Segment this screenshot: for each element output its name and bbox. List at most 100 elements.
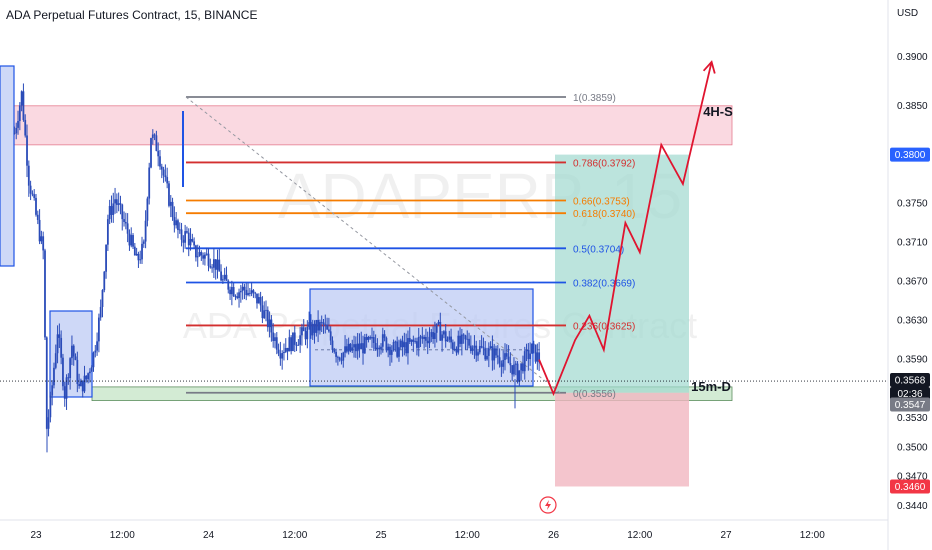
candle-body: [250, 290, 253, 294]
candle: [310, 314, 312, 339]
candle-body: [252, 290, 255, 293]
candle: [227, 279, 230, 294]
candle-body: [302, 327, 305, 332]
candle-body: [371, 337, 373, 339]
fib-label-6: 0.236(0.3625): [573, 321, 635, 332]
fib-label-7: 0(0.3556): [573, 389, 616, 400]
candle: [473, 335, 476, 359]
x-tick-4: 25: [375, 530, 387, 541]
x-tick-8: 27: [720, 530, 732, 541]
candle-body: [392, 342, 395, 350]
candle: [293, 325, 296, 353]
candle-body: [351, 347, 354, 351]
candle: [437, 319, 440, 326]
candle-body: [162, 169, 165, 176]
candle-body: [383, 334, 386, 338]
candle-body: [299, 335, 302, 345]
candle: [40, 230, 43, 245]
candle-body: [53, 367, 55, 386]
projection-path: [538, 61, 713, 397]
candle-body: [105, 244, 107, 272]
candle: [399, 338, 402, 350]
candle-body: [248, 292, 251, 294]
candle-body: [195, 245, 197, 258]
candle: [376, 338, 379, 357]
candle: [214, 259, 217, 280]
candle-body: [123, 219, 125, 222]
candle-body: [509, 363, 512, 366]
candle: [408, 327, 411, 345]
candle-body: [62, 357, 64, 387]
candle: [484, 341, 487, 361]
candle-body: [423, 336, 426, 339]
candle: [532, 340, 535, 354]
candle-body: [157, 150, 160, 157]
candle-body: [347, 343, 350, 352]
candle: [493, 343, 496, 370]
candle-body: [419, 336, 422, 338]
price-tag-gray-bg: [890, 397, 930, 412]
candle: [435, 323, 438, 343]
candle-body: [432, 332, 435, 339]
candle-body: [513, 364, 515, 375]
candle-body: [58, 334, 61, 338]
candles: [13, 83, 541, 437]
candle-body: [286, 347, 289, 352]
candle-body: [247, 292, 249, 296]
candle: [252, 289, 255, 298]
candle-body: [426, 340, 429, 344]
candle: [99, 299, 102, 321]
candle: [141, 236, 143, 264]
candle: [26, 124, 28, 178]
candle-body: [187, 232, 190, 246]
lightning-icon-bolt: [545, 500, 551, 510]
candle-body: [63, 386, 66, 399]
candle: [256, 293, 258, 309]
y-tick-0: 0.3440: [897, 501, 928, 512]
candle-body: [277, 349, 280, 354]
candle: [72, 344, 75, 366]
candle: [42, 231, 45, 260]
candle: [301, 323, 303, 346]
candle-body: [434, 332, 436, 339]
candle: [531, 343, 533, 354]
candle: [381, 327, 384, 353]
candle: [336, 355, 339, 366]
candle: [471, 345, 474, 355]
candle: [353, 335, 355, 358]
candle: [132, 233, 134, 250]
candle-body: [212, 259, 215, 268]
candle: [137, 251, 140, 268]
candle: [74, 353, 77, 361]
candle: [412, 335, 415, 352]
candle-body: [441, 334, 443, 341]
candle-body: [414, 341, 417, 342]
candle: [148, 162, 151, 205]
candle-body: [230, 287, 233, 295]
candle-body: [293, 332, 296, 345]
candle-body: [358, 343, 361, 350]
candle-body: [24, 119, 27, 136]
zone-label-15m-d: 15m-D: [691, 379, 731, 394]
candle-body: [112, 203, 115, 215]
y-tick-4: 0.3590: [897, 355, 928, 366]
projection-arrow-head: [702, 60, 716, 74]
candle: [33, 189, 36, 201]
candle-body: [310, 322, 312, 336]
candle: [193, 237, 196, 249]
candle-body: [245, 289, 248, 296]
candle: [403, 332, 406, 356]
candle-body: [42, 236, 45, 251]
candle: [416, 337, 418, 356]
candle-body: [214, 259, 217, 270]
candle-body: [484, 348, 487, 360]
candle-body: [407, 337, 409, 354]
candle-body: [469, 345, 472, 351]
candle-body: [268, 319, 271, 328]
candle: [331, 336, 334, 353]
candle: [392, 339, 395, 352]
candle: [234, 294, 237, 301]
candle-body: [336, 356, 339, 358]
candle-body: [376, 347, 379, 350]
